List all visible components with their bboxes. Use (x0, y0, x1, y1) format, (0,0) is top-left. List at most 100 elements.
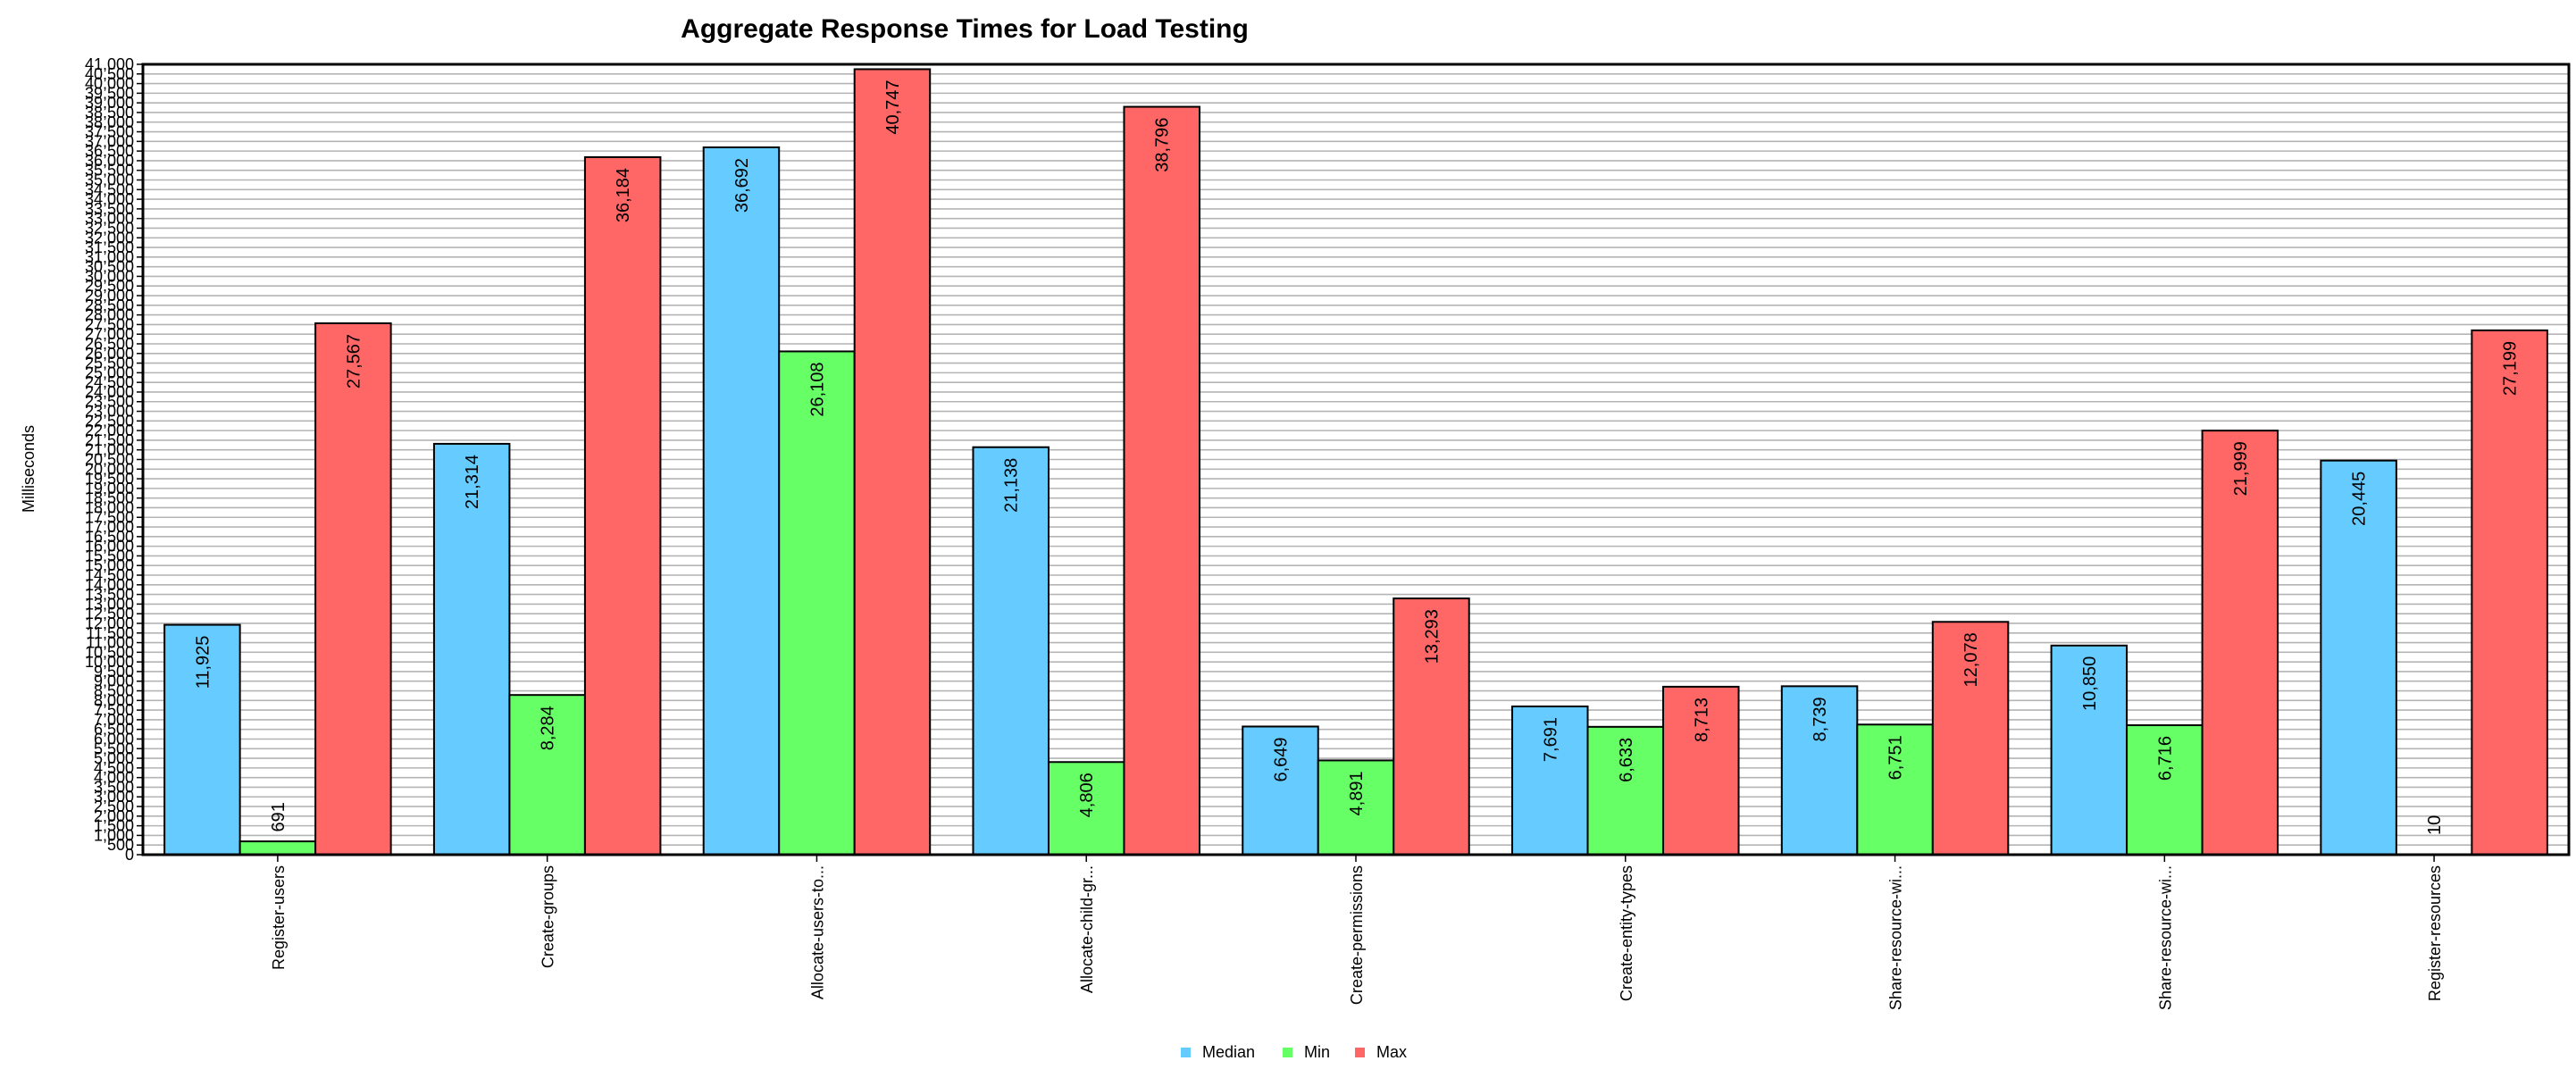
y-tick-label: 40,000 (85, 75, 134, 93)
x-tick-label: Register-resources (2426, 865, 2444, 1001)
y-tick-label: 16,500 (85, 528, 134, 546)
data-label: 8,713 (1692, 698, 1711, 742)
y-tick-label: 19,000 (85, 480, 134, 497)
y-tick-label: 19,500 (85, 470, 134, 488)
data-label: 8,739 (1811, 697, 1830, 741)
bar-median (1242, 725, 1319, 856)
bar-median (1780, 685, 1859, 856)
y-tick-label: 25,500 (85, 355, 134, 372)
data-label: 21,314 (463, 455, 482, 509)
bar-median (972, 446, 1050, 856)
bar-median (702, 146, 781, 856)
y-tick-label: 20,000 (85, 460, 134, 478)
y-tick-label: 39,500 (85, 84, 134, 102)
data-label: 12,078 (1961, 632, 1981, 687)
y-tick-label: 36,500 (85, 142, 134, 160)
y-tick-label: 31,500 (85, 238, 134, 256)
y-tick-label: 14,500 (85, 566, 134, 584)
y-tick-label: 13,000 (85, 595, 134, 613)
y-tick-label: 38,500 (85, 104, 134, 121)
data-label: 7,691 (1541, 717, 1560, 762)
y-tick-label: 31,000 (85, 248, 134, 266)
data-label: 691 (269, 802, 289, 831)
data-label: 36,184 (614, 168, 633, 222)
y-tick-label: 11,500 (86, 624, 134, 642)
y-axis-label: Milliseconds (20, 425, 38, 513)
y-tick-label: 36,000 (85, 152, 134, 170)
bar-min (508, 694, 586, 856)
y-tick-label: 22,000 (85, 422, 134, 439)
bar-min (1856, 723, 1934, 856)
y-tick-label: 35,500 (85, 162, 134, 180)
data-label: 21,999 (2231, 441, 2251, 496)
legend-label: Median (1202, 1043, 1255, 1061)
y-tick-label: 0 (125, 846, 134, 864)
y-tick-label: 7,500 (94, 701, 134, 719)
data-label: 20,445 (2350, 472, 2370, 526)
y-tick-label: 28,000 (85, 306, 134, 324)
y-tick-label: 24,500 (85, 373, 134, 391)
bar-max (1931, 621, 2010, 856)
x-tick-label: Share-resource-wi... (2156, 865, 2174, 1010)
x-tick-label: Create-groups (539, 865, 557, 968)
x-tick-label: Create-permissions (1348, 865, 1366, 1005)
y-tick-label: 15,000 (85, 556, 134, 574)
y-tick-label: 27,000 (85, 325, 134, 343)
y-tick-label: 21,000 (85, 441, 134, 459)
y-tick-label: 29,000 (85, 287, 134, 305)
legend-label: Max (1376, 1043, 1407, 1061)
y-tick-label: 33,000 (85, 210, 134, 228)
y-tick-label: 17,000 (85, 518, 134, 536)
y-tick-label: 30,500 (85, 258, 134, 276)
bar-max (2201, 430, 2279, 856)
y-tick-label: 26,000 (85, 345, 134, 363)
legend-swatch (1181, 1048, 1191, 1057)
y-tick-label: 18,500 (85, 489, 134, 507)
plot-frame (141, 63, 2571, 856)
y-tick-label: 12,500 (85, 605, 134, 622)
y-tick-label: 38,000 (85, 113, 134, 131)
data-label: 27,199 (2501, 341, 2521, 396)
y-axis-ticks: 05001,0001,5002,0002,5003,0003,5004,0004… (85, 55, 143, 864)
y-tick-label: 1,500 (94, 817, 134, 835)
data-label: 10,850 (2080, 656, 2100, 711)
y-tick-label: 3,500 (94, 778, 134, 796)
legend: Median Min Max (1181, 1043, 1407, 1061)
y-tick-label: 32,500 (85, 219, 134, 237)
y-tick-label: 21,500 (85, 431, 134, 449)
y-tick-label: 32,000 (85, 229, 134, 246)
data-label: 21,138 (1002, 458, 1022, 513)
bar-median (432, 442, 511, 856)
y-tick-label: 12,000 (85, 614, 134, 632)
y-tick-label: 20,500 (85, 451, 134, 469)
y-tick-label: 8,000 (94, 691, 134, 709)
x-axis-ticks: Register-users Create-groups Allocate-user… (270, 855, 2444, 1010)
y-tick-label: 35,000 (85, 171, 134, 189)
y-tick-label: 41,000 (85, 55, 134, 73)
y-tick-label: 24,000 (85, 383, 134, 401)
data-label: 6,716 (2155, 736, 2175, 781)
chart-title: Aggregate Response Times for Load Testin… (681, 14, 1249, 44)
y-tick-label: 18,000 (85, 498, 134, 516)
data-label: 38,796 (1153, 118, 1173, 172)
y-tick-label: 3,000 (94, 788, 134, 806)
x-tick-label: Share-resource-wi... (1887, 865, 1905, 1010)
bar-max (1662, 685, 1740, 856)
y-tick-label: 500 (107, 836, 134, 854)
data-label: 4,806 (1077, 773, 1097, 817)
y-tick-label: 25,000 (85, 363, 134, 381)
legend-label: Min (1304, 1043, 1330, 1061)
y-tick-label: 4,000 (94, 769, 134, 787)
y-tick-label: 40,500 (85, 65, 134, 83)
y-tick-label: 4,500 (94, 759, 134, 777)
x-tick-label: Allocate-child-gr... (1078, 865, 1096, 993)
y-tick-label: 14,000 (85, 576, 134, 594)
data-label: 6,633 (1617, 738, 1636, 782)
y-tick-label: 15,500 (85, 547, 134, 564)
y-tick-label: 10,500 (85, 643, 134, 661)
y-tick-label: 2,000 (94, 807, 134, 825)
y-tick-label: 2,500 (94, 798, 134, 815)
data-label: 40,747 (883, 79, 903, 134)
data-label: 27,567 (344, 334, 364, 388)
